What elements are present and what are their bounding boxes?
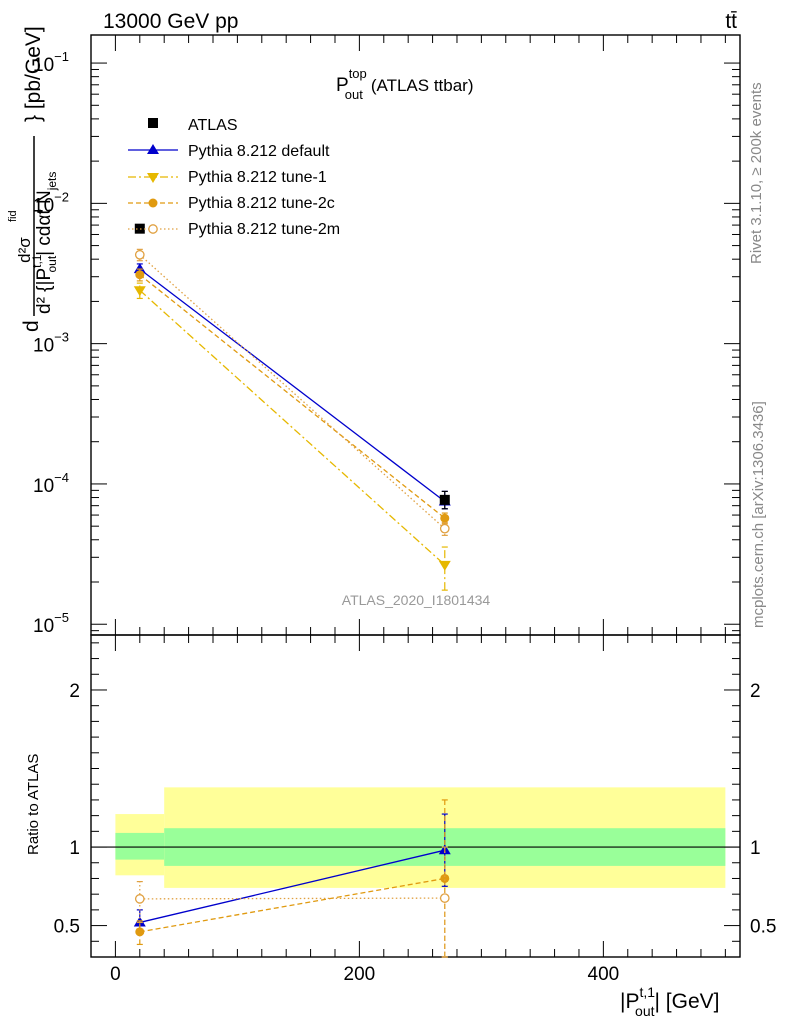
ylabel-den-mid: | cdαt N xyxy=(34,190,55,256)
main-pythia-8-212-tune-2m-point xyxy=(439,523,450,534)
main-ytick-label: 10−4 xyxy=(33,470,69,497)
legend-entry-tune2c: Pythia 8.212 tune-2c xyxy=(128,195,335,212)
main-ytick-base: 10 xyxy=(33,616,54,637)
analysis-watermark: ATLAS_2020_I1801434 xyxy=(342,592,491,608)
plot-marks xyxy=(133,223,451,958)
legend-tune2m-marker xyxy=(148,224,158,234)
ylabel-d-prefix: d xyxy=(20,320,43,332)
collision-label: 13000 GeV pp xyxy=(103,10,238,33)
xlabel-prefix: |P xyxy=(620,990,639,1013)
main-ytick-exp: −1 xyxy=(54,49,69,64)
main-ytick-base: 10 xyxy=(33,336,54,357)
legend-tune1-label: Pythia 8.212 tune-1 xyxy=(188,169,327,186)
legend-atlas-marker xyxy=(148,118,158,128)
ylabel-den-sub: out xyxy=(45,255,59,272)
xlabel-sup: t,1 xyxy=(639,984,655,1000)
main-ytick-label: 10−3 xyxy=(33,330,69,357)
ylabel-suffix: } [pb/GeV] xyxy=(22,26,45,122)
ylabel-den-sub2: jets xyxy=(45,172,59,192)
main-ytick-label: 10−1 xyxy=(33,49,69,76)
ratio-ytick-label-left: 2 xyxy=(69,681,80,702)
title-sup: top xyxy=(349,66,367,81)
ylabel-den-sup: t,1 xyxy=(30,254,44,268)
legend-atlas-label: ATLAS xyxy=(188,117,238,134)
ratio-pythia-8-212-tune-2c-point xyxy=(135,927,145,937)
main-pythia-8-212-default-line xyxy=(139,268,446,502)
legend-default-marker xyxy=(147,144,159,154)
legend-entry-atlas: ATLAS xyxy=(148,117,238,134)
ratio-pythia-8-212-tune-2c-point xyxy=(440,873,450,883)
ratio-ytick-label-right: 0.5 xyxy=(750,917,776,938)
ratio-ytick-label-left: 1 xyxy=(69,838,80,859)
process-label: tt̄ xyxy=(725,10,737,33)
ratio-ytick-label-left: 0.5 xyxy=(54,917,80,938)
main-pythia-8-212-tune-1-point xyxy=(133,286,146,297)
main-pythia-8-212-tune-2m-point xyxy=(134,249,145,260)
ylabel-den-prefix: d² {|P xyxy=(34,268,55,314)
mcplots-label: mcplots.cern.ch [arXiv:1306.3436] xyxy=(750,401,767,628)
main-pythia-8-212-tune-2c-line xyxy=(139,274,446,519)
main-ytick-base: 10 xyxy=(33,195,54,216)
legend-tune2m-label: Pythia 8.212 tune-2m xyxy=(188,221,340,238)
main-pythia-8-212-tune-1-point xyxy=(438,560,451,571)
ratio-pythia-8-212-tune-2m-line xyxy=(139,897,445,900)
main-ytick-exp: −3 xyxy=(54,330,69,345)
legend-tune2c-label: Pythia 8.212 tune-2c xyxy=(188,195,335,212)
ratio-pythia-8-212-tune-2m-point xyxy=(134,894,145,904)
main-atlas-point xyxy=(134,223,145,234)
legend: ATLAS Pythia 8.212 default Pythia 8.212 … xyxy=(128,117,340,238)
xlabel: |Pt,1 out| [GeV] xyxy=(620,984,720,1019)
plot-title: Ptop out (ATLAS ttbar) xyxy=(336,66,474,102)
main-pythia-8-212-tune-2m-line xyxy=(139,254,446,530)
main-ytick-exp: −5 xyxy=(54,610,69,625)
ratio-ytick-label-right: 1 xyxy=(750,838,761,859)
main-atlas-point xyxy=(439,494,450,505)
main-ytick-label: 10−2 xyxy=(33,189,69,216)
ratio-panel-frame xyxy=(90,634,741,958)
xtick-label: 400 xyxy=(588,964,620,985)
xlabel-sub: out xyxy=(635,1003,655,1019)
title-main: P xyxy=(336,75,349,96)
legend-tune1-marker xyxy=(147,173,159,183)
main-ytick-label: 10−5 xyxy=(33,610,69,637)
ratio-ylabel: Ratio to ATLAS xyxy=(25,754,42,855)
ratio-pythia-8-212-default-line xyxy=(139,849,445,924)
xlabel-suffix: | [GeV] xyxy=(655,990,720,1013)
main-ytick-base: 10 xyxy=(33,476,54,497)
legend-entry-tune1: Pythia 8.212 tune-1 xyxy=(128,169,327,186)
ylabel-numerator: d²σ xyxy=(15,237,34,263)
main-ytick-exp: −4 xyxy=(54,470,69,485)
main-pythia-8-212-tune-1-line xyxy=(139,289,446,566)
title-sub: out xyxy=(345,87,363,102)
ratio-pythia-8-212-tune-2c-line xyxy=(139,877,445,933)
legend-default-label: Pythia 8.212 default xyxy=(188,143,330,160)
legend-tune2c-marker xyxy=(148,198,158,208)
title-suffix: (ATLAS ttbar) xyxy=(371,76,474,95)
ratio-bands xyxy=(115,787,726,888)
rivet-label: Rivet 3.1.10, ≥ 200k events xyxy=(748,82,765,264)
ylabel-numerator-sub: fid xyxy=(7,210,19,222)
legend-entry-default: Pythia 8.212 default xyxy=(128,143,330,160)
xtick-label: 0 xyxy=(110,964,121,985)
main-pythia-8-212-tune-2c-point xyxy=(440,513,450,523)
main-pythia-8-212-tune-2c-point xyxy=(135,270,145,280)
main-pythia-8-212-default-point xyxy=(133,263,146,274)
main-ylabel: d d²σ fid d² {|Pt,1out| cdαt Njets } [pb… xyxy=(7,26,59,332)
main-ytick-exp: −2 xyxy=(54,189,69,204)
legend-entry-tune2m: Pythia 8.212 tune-2m xyxy=(128,221,340,238)
ratio-pythia-8-212-tune-2m-point xyxy=(439,893,450,903)
ratio-band-inner xyxy=(115,832,165,860)
ratio-ytick-label-right: 2 xyxy=(750,681,761,702)
xtick-label: 200 xyxy=(344,964,376,985)
main-ytick-base: 10 xyxy=(33,55,54,76)
ylabel-denominator: d² {|Pt,1out| cdαt Njets xyxy=(30,172,59,314)
